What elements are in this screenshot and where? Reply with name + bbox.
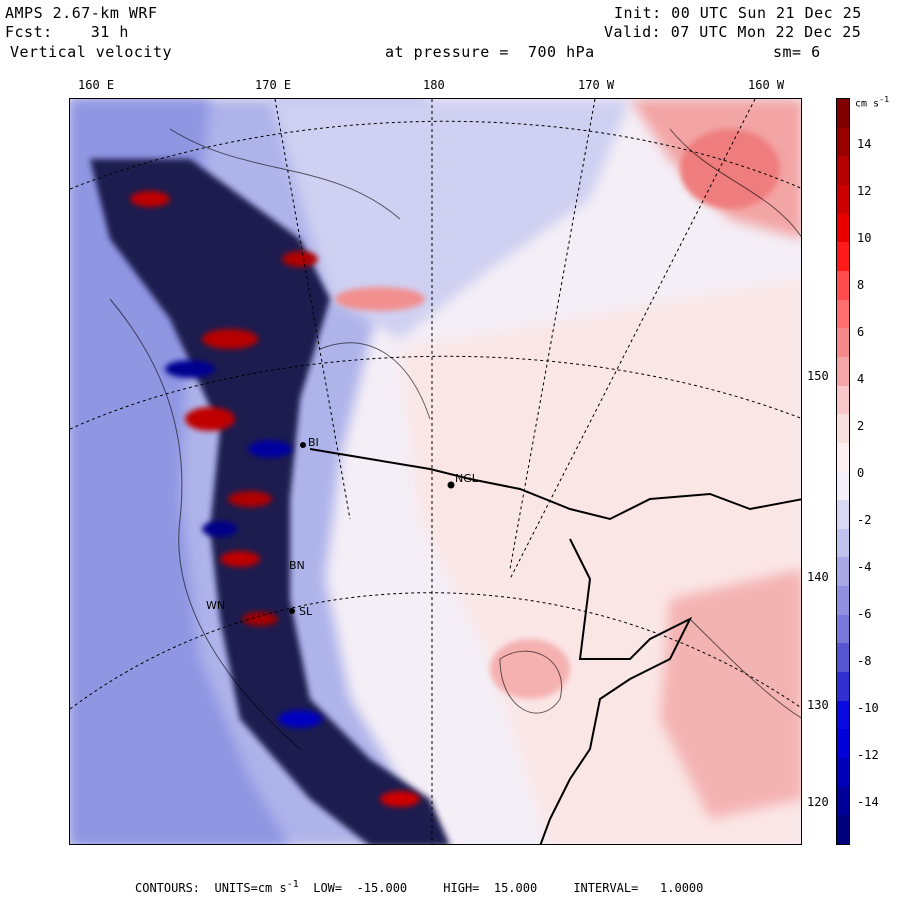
colorbar-tick-label: -10 <box>857 701 879 715</box>
lat-label-120w: 120 W <box>807 795 844 809</box>
colorbar-swatch <box>837 586 849 616</box>
colorbar-tick-label: 2 <box>857 419 865 433</box>
colorbar-tick-label: -14 <box>857 795 879 809</box>
colorbar-swatch <box>837 156 849 186</box>
station-label-ngl: NGL <box>455 472 478 485</box>
colorbar-tick-label: 8 <box>857 278 865 292</box>
colorbar-tick-label: -6 <box>857 607 872 621</box>
init-time: Init: 00 UTC Sun 21 Dec 25 <box>614 4 862 22</box>
station-dot-bi <box>300 442 306 448</box>
lon-label-160e: 160 E <box>78 78 115 92</box>
graticule <box>70 99 801 844</box>
forecast-hour: Fcst: 31 h <box>5 23 129 41</box>
lat-label-130w: 130 W <box>807 698 844 712</box>
pink-patch-north <box>335 287 425 311</box>
colorbar-tick-label: 4 <box>857 372 865 386</box>
colorbar-swatch <box>837 528 849 558</box>
light-blue-north <box>270 99 630 339</box>
colorbar-swatch <box>837 328 849 358</box>
station-label-bi: BI <box>308 436 319 449</box>
field-name: Vertical velocity <box>10 43 173 61</box>
colorbar-swatch <box>837 99 849 129</box>
grounding-line <box>539 538 693 844</box>
lat-label-140w: 140 W <box>807 570 844 584</box>
colorbar-tick-label: 10 <box>857 231 872 245</box>
pink-patch-central <box>490 639 570 699</box>
colorbar-tick-label: -2 <box>857 513 872 527</box>
station-dot-sl <box>289 608 295 614</box>
colorbar-tick-label: 6 <box>857 325 865 339</box>
valid-time: Valid: 07 UTC Mon 22 Dec 25 <box>604 23 862 41</box>
colorbar-tick-label: -12 <box>857 748 879 762</box>
colorbar-units: cm s-1 <box>855 94 890 110</box>
station-label-bn: BN <box>289 559 305 572</box>
contour-lines <box>109 128 801 750</box>
lon-label-170w: 170 W <box>578 78 615 92</box>
colorbar-swatch <box>837 700 849 730</box>
colorbar-swatch <box>837 614 849 644</box>
station-dot-ngl <box>447 481 455 489</box>
blue-region-deep <box>70 99 289 844</box>
smoothing: sm= 6 <box>773 43 821 61</box>
vertical-velocity-map: BI NGL BN SL WN <box>69 98 802 845</box>
colorbar-tick-label: 14 <box>857 137 872 151</box>
colorbar-swatch <box>837 672 849 702</box>
colorbar-swatch <box>837 299 849 329</box>
colorbar-swatch <box>837 815 849 845</box>
colorbar-swatch <box>837 729 849 759</box>
colorbar-swatch <box>837 442 849 472</box>
colorbar-swatch <box>837 758 849 788</box>
pink-southeast <box>660 569 801 819</box>
map-canvas <box>70 99 801 844</box>
colorbar-swatch <box>837 471 849 501</box>
colorbar-swatch <box>837 557 849 587</box>
colorbar <box>836 98 850 845</box>
model-title: AMPS 2.67-km WRF <box>5 4 158 22</box>
colorbar-swatch <box>837 242 849 272</box>
colorbar-swatch <box>837 500 849 530</box>
colorbar-swatch <box>837 127 849 157</box>
mountain-wave-cells <box>130 191 420 807</box>
red-patch-northeast <box>680 129 780 209</box>
colorbar-tick-label: -8 <box>857 654 872 668</box>
colorbar-swatch <box>837 385 849 415</box>
pressure-level: at pressure = 700 hPa <box>385 43 595 61</box>
colorbar-swatch <box>837 643 849 673</box>
colorbar-swatch <box>837 356 849 387</box>
colorbar-tick-label: -4 <box>857 560 872 574</box>
lon-label-180: 180 <box>423 78 445 92</box>
colorbar-swatch <box>837 786 849 816</box>
lon-label-170e: 170 E <box>255 78 292 92</box>
colorbar-tick-label: 12 <box>857 184 872 198</box>
coastline-ross-ice-shelf-front <box>309 448 801 521</box>
lon-label-160w: 160 W <box>748 78 785 92</box>
colorbar-swatch <box>837 414 849 444</box>
contour-info: CONTOURS: UNITS=cm s-1 LOW= -15.000 HIGH… <box>135 879 704 895</box>
station-label-sl: SL <box>299 605 313 618</box>
station-label-wn: WN <box>206 599 226 612</box>
colorbar-swatch <box>837 270 849 301</box>
lat-label-150w: 150 W <box>807 369 844 383</box>
colorbar-swatch <box>837 213 849 243</box>
colorbar-tick-label: 0 <box>857 466 865 480</box>
colorbar-swatch <box>837 184 849 215</box>
